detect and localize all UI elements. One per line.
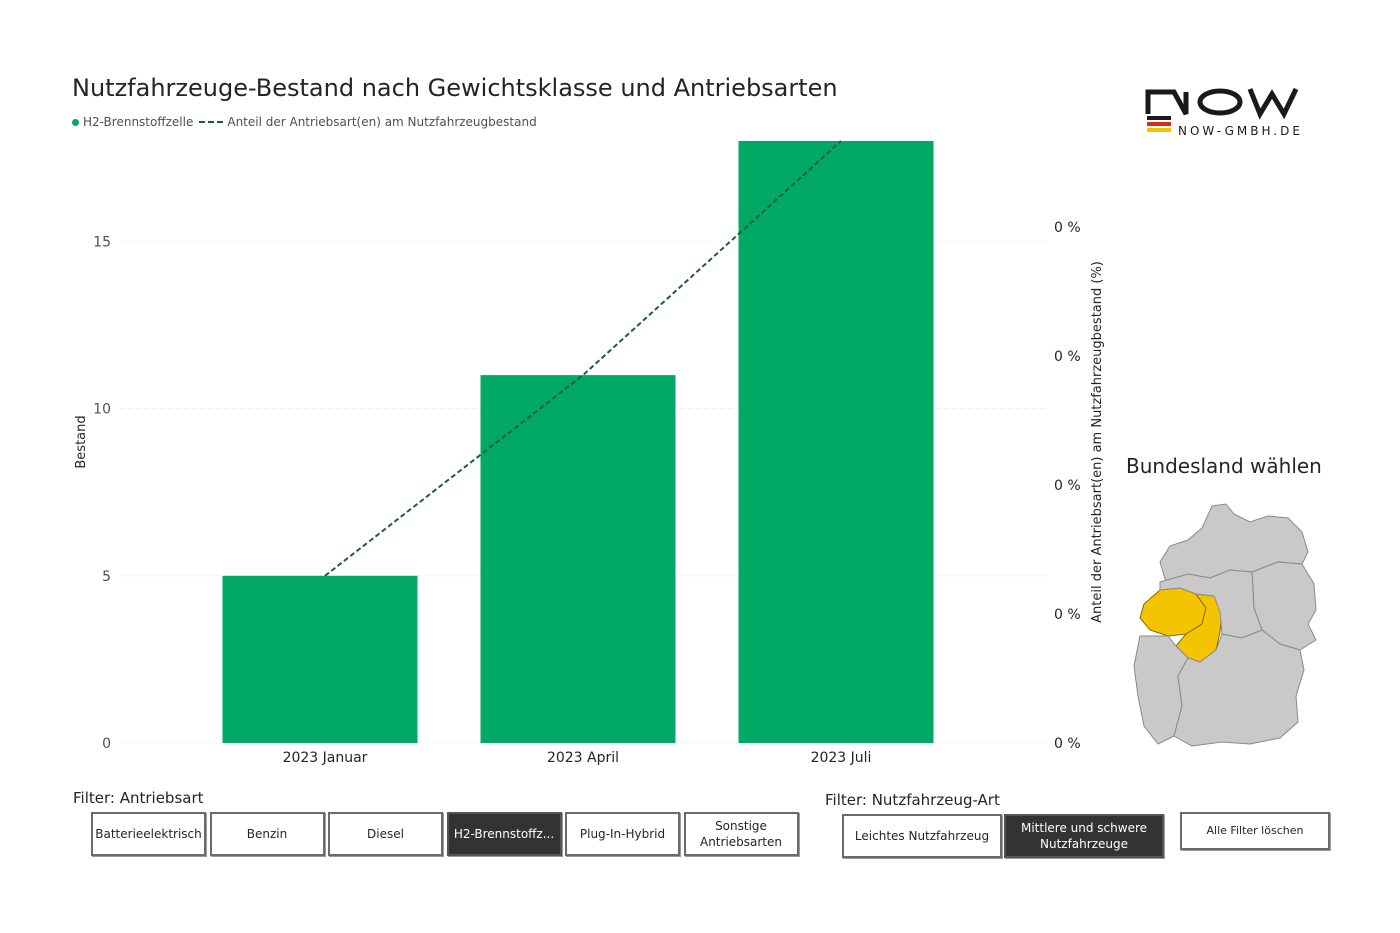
legend-bar-marker xyxy=(72,118,79,126)
chart-legend: H2-Brennstoffzelle Anteil der Antriebsar… xyxy=(72,115,537,129)
x-tick-label: 2023 April xyxy=(547,750,619,766)
nutzfahrzeug-button-0[interactable]: Leichtes Nutzfahrzeug xyxy=(842,814,1002,858)
bar-1 xyxy=(480,375,676,743)
logo-text: NOW-GMBH.DE xyxy=(1178,124,1303,138)
map-region-south[interactable] xyxy=(1173,629,1305,747)
antriebsart-button-5[interactable]: Sonstige Antriebsarten xyxy=(683,812,799,856)
germany-map[interactable] xyxy=(1130,500,1330,755)
bar-0 xyxy=(222,575,418,743)
nutzfahrzeug-button-1[interactable]: Mittlere und schwere Nutzfahrzeuge xyxy=(1004,814,1164,858)
legend-bar-label: H2-Brennstoffzelle xyxy=(83,115,194,129)
antriebsart-button-4[interactable]: Plug-In-Hybrid xyxy=(565,812,680,856)
share-line xyxy=(324,140,842,577)
antriebsart-button-3[interactable]: H2-Brennstoffz... xyxy=(446,812,562,856)
y-axis-label: Bestand xyxy=(74,415,89,468)
filter-nutzfahrzeug-label: Filter: Nutzfahrzeug-Art xyxy=(825,791,1000,809)
legend-line-marker xyxy=(199,121,224,123)
y2-tick-label: 0 % xyxy=(1054,349,1081,365)
y2-tick-label: 0 % xyxy=(1054,736,1081,752)
y2-axis-label: Anteil der Antriebsart(en) am Nutzfahrze… xyxy=(1090,261,1105,623)
y2-tick-label: 0 % xyxy=(1054,478,1081,494)
legend-line-label: Anteil der Antriebsart(en) am Nutzfahrze… xyxy=(227,115,537,129)
antriebsart-button-2[interactable]: Diesel xyxy=(328,812,443,856)
y-tick-label: 10 xyxy=(93,402,111,418)
antriebsart-button-1[interactable]: Benzin xyxy=(209,812,325,856)
bar-2 xyxy=(738,141,934,743)
y2-tick-label: 0 % xyxy=(1054,220,1081,236)
y2-tick-label: 0 % xyxy=(1054,607,1081,623)
y-tick-label: 0 xyxy=(102,736,111,752)
x-tick-label: 2023 Januar xyxy=(283,750,368,766)
y-tick-label: 5 xyxy=(102,569,111,585)
filter-antriebsart-label: Filter: Antriebsart xyxy=(73,789,204,807)
now-logo xyxy=(1145,87,1299,132)
bundesland-title: Bundesland wählen xyxy=(1126,454,1322,478)
x-tick-label: 2023 Juli xyxy=(811,750,872,766)
clear-filters-button[interactable]: Alle Filter löschen xyxy=(1180,812,1330,850)
antriebsart-button-0[interactable]: Batterieelektrisch xyxy=(91,812,206,856)
y-tick-label: 15 xyxy=(93,234,111,250)
chart-title: Nutzfahrzeuge-Bestand nach Gewichtsklass… xyxy=(72,74,838,102)
